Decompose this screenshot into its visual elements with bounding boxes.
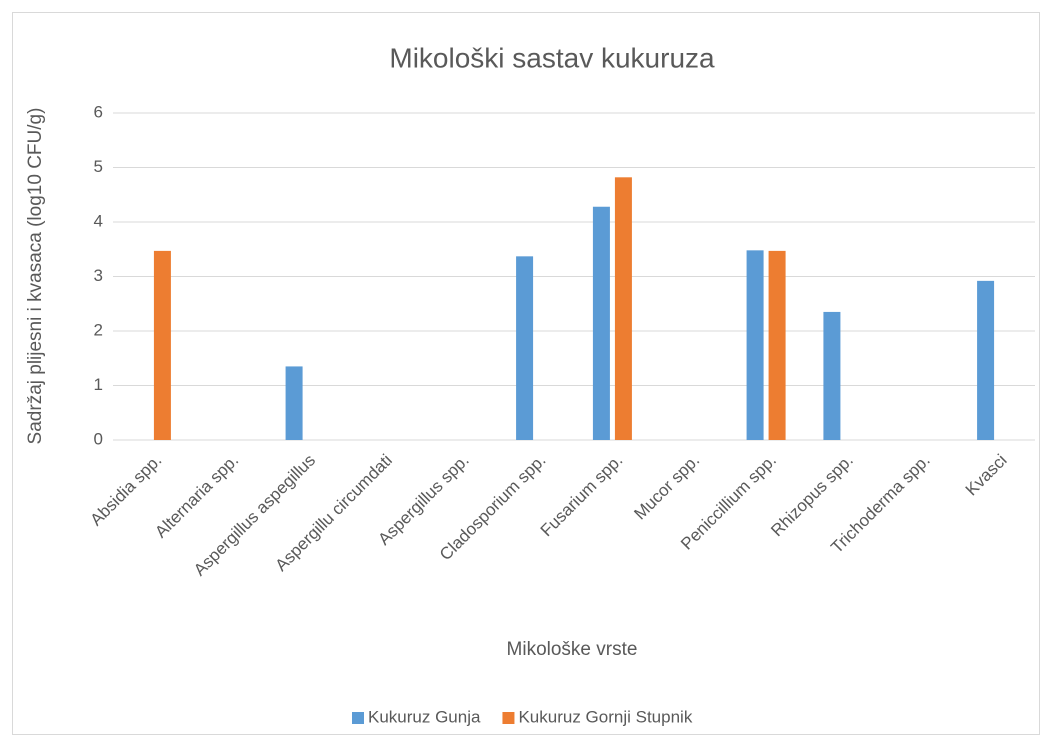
bar xyxy=(746,250,764,440)
y-tick-label: 1 xyxy=(94,375,103,394)
y-tick-label: 4 xyxy=(94,211,103,230)
bar xyxy=(516,256,534,440)
bar xyxy=(285,366,303,440)
y-axis-title: Sadržaj plijesni i kvasaca (log10 CFU/g) xyxy=(25,108,46,445)
chart-title: Mikološki sastav kukuruza xyxy=(389,42,715,73)
y-tick-label: 5 xyxy=(94,157,103,176)
legend-swatch xyxy=(352,712,364,724)
y-tick-label: 2 xyxy=(94,320,103,339)
y-tick-label: 3 xyxy=(94,266,103,285)
bar xyxy=(614,177,632,440)
bar xyxy=(768,250,786,440)
legend-label: Kukuruz Gornji Stupnik xyxy=(518,707,692,726)
bar xyxy=(592,206,610,440)
legend-swatch xyxy=(502,712,515,724)
bar xyxy=(153,250,171,440)
bar xyxy=(977,280,995,440)
y-tick-label: 0 xyxy=(94,429,103,448)
bar xyxy=(823,311,841,440)
x-axis-title: Mikološke vrste xyxy=(507,639,638,660)
legend-label: Kukuruz Gunja xyxy=(368,707,481,726)
y-tick-label: 6 xyxy=(94,102,103,121)
